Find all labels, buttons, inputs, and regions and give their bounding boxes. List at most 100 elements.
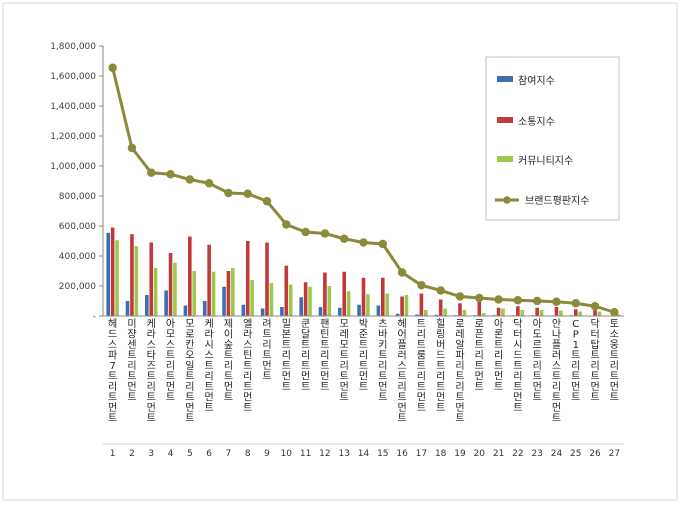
bar-2-6 <box>207 245 211 316</box>
legend-label-3: 커뮤니티지수 <box>518 155 573 167</box>
rank-label: 19 <box>454 449 466 459</box>
bar-1-11 <box>299 297 303 316</box>
bar-3-21 <box>501 309 505 317</box>
line-point-9 <box>263 197 271 205</box>
rank-label: 12 <box>319 449 330 459</box>
rank-label: 4 <box>168 449 174 459</box>
rank-label: 24 <box>551 449 563 459</box>
line-point-25 <box>572 299 580 307</box>
line-point-2 <box>128 144 136 152</box>
line-point-20 <box>475 294 483 302</box>
bar-3-6 <box>212 272 216 316</box>
bar-2-5 <box>188 237 192 317</box>
bar-1-3 <box>145 295 149 316</box>
bar-3-24 <box>559 311 563 316</box>
bar-1-4 <box>164 291 168 317</box>
rank-label: 22 <box>512 449 523 459</box>
rank-label: 7 <box>226 449 232 459</box>
bar-3-12 <box>328 286 332 316</box>
rank-label: 5 <box>187 449 193 459</box>
bar-3-26 <box>598 312 602 317</box>
line-point-11 <box>301 228 309 236</box>
y-tick-label: 1,800,000 <box>50 42 96 52</box>
bar-2-24 <box>555 307 559 316</box>
bar-1-6 <box>203 301 207 316</box>
bar-2-7 <box>227 271 231 316</box>
rank-label: 20 <box>474 449 486 459</box>
bar-3-13 <box>347 291 351 316</box>
bar-1-2 <box>126 301 130 316</box>
line-point-18 <box>436 286 444 294</box>
bar-3-9 <box>270 283 274 316</box>
bar-3-18 <box>443 309 447 317</box>
legend-line-marker <box>503 196 511 204</box>
bar-2-21 <box>497 308 501 316</box>
rank-label: 21 <box>493 449 504 459</box>
y-tick-label: 1,600,000 <box>50 72 96 82</box>
y-tick-label: 400,000 <box>59 252 96 262</box>
bar-3-22 <box>520 310 524 316</box>
bar-3-1 <box>115 240 119 316</box>
line-point-3 <box>147 169 155 177</box>
line-point-16 <box>398 268 406 276</box>
legend-label-2: 소통지수 <box>518 116 555 128</box>
line-point-15 <box>379 240 387 248</box>
rank-label: 16 <box>396 449 408 459</box>
line-point-24 <box>552 298 560 306</box>
y-tick-label: - <box>93 312 96 322</box>
bar-2-26 <box>593 310 597 316</box>
bar-2-23 <box>535 308 539 316</box>
bar-2-12 <box>323 273 327 317</box>
bar-1-7 <box>222 287 226 316</box>
rank-label: 11 <box>300 449 311 459</box>
bar-2-19 <box>458 303 462 316</box>
line-point-12 <box>321 229 329 237</box>
rank-label: 13 <box>338 449 349 459</box>
bar-1-5 <box>184 306 188 317</box>
line-point-10 <box>282 220 290 228</box>
bar-1-1 <box>106 233 110 316</box>
bar-2-18 <box>439 300 443 317</box>
line-point-8 <box>244 190 252 198</box>
legend-label-1: 참여지수 <box>518 75 555 87</box>
legend-label-4: 브랜드평판지수 <box>525 195 589 207</box>
bar-2-4 <box>169 253 173 316</box>
rank-label: 3 <box>148 449 154 459</box>
line-point-26 <box>591 302 599 310</box>
bar-1-10 <box>280 307 284 316</box>
rank-label: 14 <box>358 449 370 459</box>
legend-swatch-2 <box>497 117 513 123</box>
legend-swatch-3 <box>497 156 513 162</box>
bar-2-10 <box>285 266 289 316</box>
bar-1-15 <box>377 306 381 317</box>
bar-2-16 <box>400 297 404 317</box>
rank-label: 26 <box>589 449 601 459</box>
line-point-4 <box>166 170 174 178</box>
rank-label: 23 <box>531 449 542 459</box>
line-point-23 <box>533 297 541 305</box>
rank-label: 8 <box>245 449 251 459</box>
bar-2-15 <box>381 278 385 316</box>
bar-2-14 <box>362 278 366 316</box>
bar-3-11 <box>308 287 312 316</box>
bar-2-13 <box>342 272 346 316</box>
